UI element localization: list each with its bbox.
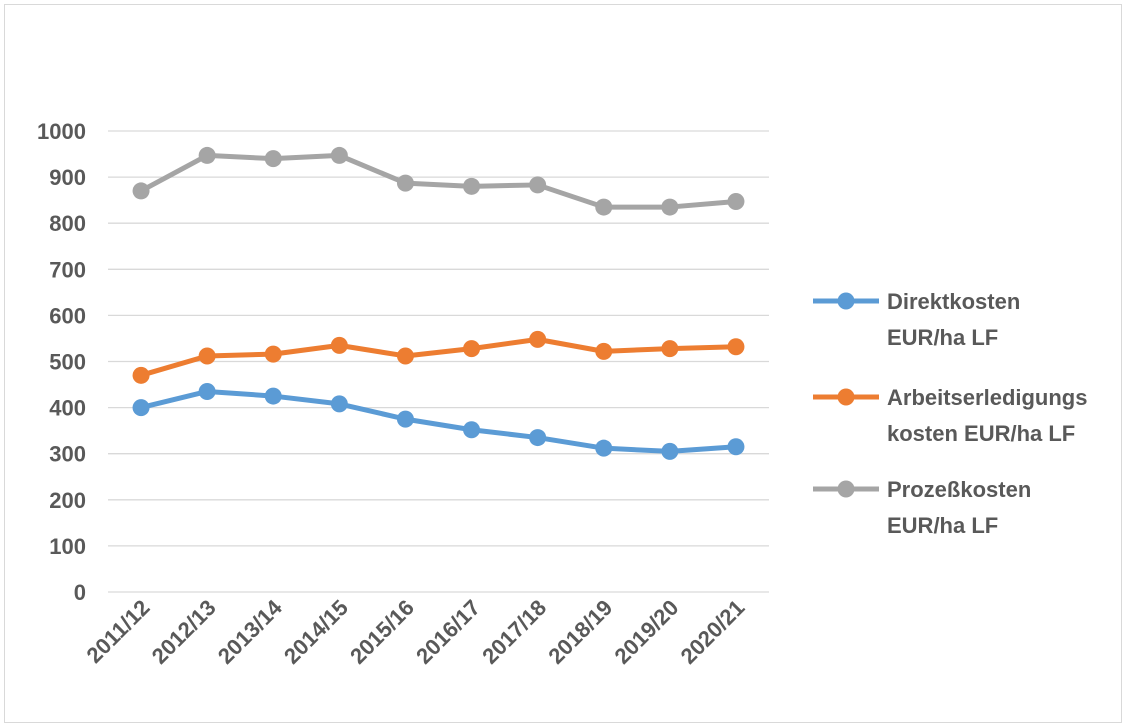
- series-2: [132, 330, 745, 384]
- legend-label: EUR/ha LF: [887, 325, 998, 350]
- y-tick-label: 200: [49, 488, 86, 513]
- data-point: [330, 146, 348, 164]
- y-tick-label: 600: [49, 303, 86, 328]
- data-point: [264, 387, 282, 405]
- x-tick-label: 2019/20: [609, 595, 683, 669]
- data-point: [463, 421, 481, 439]
- x-axis-tick-labels: 2011/122012/132013/142014/152015/162016/…: [82, 594, 750, 668]
- y-tick-label: 1000: [37, 119, 86, 144]
- x-tick-label: 2011/12: [82, 595, 155, 668]
- series-1: [132, 382, 745, 460]
- x-tick-label: 2015/16: [345, 595, 419, 669]
- legend-point-marker: [837, 292, 855, 310]
- data-point: [198, 146, 216, 164]
- data-point: [727, 438, 745, 456]
- data-point: [727, 193, 745, 211]
- legend-point-marker: [837, 388, 855, 406]
- y-tick-label: 0: [74, 580, 86, 605]
- x-tick-label: 2012/13: [147, 595, 221, 669]
- data-point: [463, 177, 481, 195]
- data-point: [529, 330, 547, 348]
- x-tick-label: 2014/15: [279, 595, 353, 669]
- data-point: [132, 366, 150, 384]
- data-point: [529, 176, 547, 194]
- x-tick-label: 2016/17: [411, 595, 485, 669]
- data-point: [595, 439, 613, 457]
- data-point: [727, 338, 745, 356]
- x-tick-label: 2018/19: [543, 595, 617, 669]
- data-point: [661, 198, 679, 216]
- data-point: [132, 399, 150, 417]
- data-point: [132, 182, 150, 200]
- y-tick-label: 500: [49, 350, 86, 375]
- data-point: [264, 345, 282, 363]
- series-lines: [132, 146, 745, 460]
- gridlines: [108, 130, 769, 593]
- legend-label: Arbeitserledigungs: [887, 385, 1087, 410]
- series-line: [139, 152, 737, 210]
- y-axis-tick-labels: 0 100 200 300 400 500 600 700 800 900 1000: [37, 119, 86, 605]
- legend-label: EUR/ha LF: [887, 513, 998, 538]
- y-tick-label: 100: [49, 534, 86, 559]
- data-point: [661, 340, 679, 358]
- y-tick-label: 300: [49, 442, 86, 467]
- data-point: [529, 429, 547, 447]
- chart-frame: 0 100 200 300 400 500 600 700 800 900 1000 2011/12…: [4, 4, 1122, 723]
- data-point: [264, 150, 282, 168]
- y-tick-label: 700: [49, 257, 86, 282]
- line-chart: 0 100 200 300 400 500 600 700 800 900 1000 2011/12…: [37, 119, 1087, 669]
- data-point: [595, 342, 613, 360]
- legend-point-marker: [837, 480, 855, 498]
- x-tick-label: 2020/21: [676, 595, 750, 669]
- x-tick-label: 2017/18: [477, 595, 551, 669]
- legend-entry: Direktkosten EUR/ha LF: [813, 289, 1020, 350]
- legend-entry: Arbeitserledigungs kosten EUR/ha LF: [813, 385, 1087, 446]
- x-tick-label: 2013/14: [213, 594, 287, 668]
- data-point: [595, 198, 613, 216]
- series-line: [140, 388, 737, 454]
- data-point: [330, 395, 348, 413]
- data-point: [463, 340, 481, 358]
- data-point: [198, 347, 216, 365]
- legend: Direktkosten EUR/ha LF Arbeitserledigungs k…: [813, 289, 1087, 538]
- legend-label: Prozeßkosten: [887, 477, 1031, 502]
- data-point: [330, 336, 348, 354]
- legend-label: kosten EUR/ha LF: [887, 421, 1075, 446]
- data-point: [396, 174, 414, 192]
- series-3: [132, 146, 745, 216]
- y-tick-label: 900: [49, 165, 86, 190]
- legend-entry: Prozeßkosten EUR/ha LF: [813, 477, 1031, 538]
- y-tick-label: 400: [49, 396, 86, 421]
- y-tick-label: 800: [49, 211, 86, 236]
- data-point: [396, 410, 414, 428]
- data-point: [396, 347, 414, 365]
- series-line: [140, 336, 737, 378]
- data-point: [661, 442, 679, 460]
- legend-label: Direktkosten: [887, 289, 1020, 314]
- data-point: [198, 382, 216, 400]
